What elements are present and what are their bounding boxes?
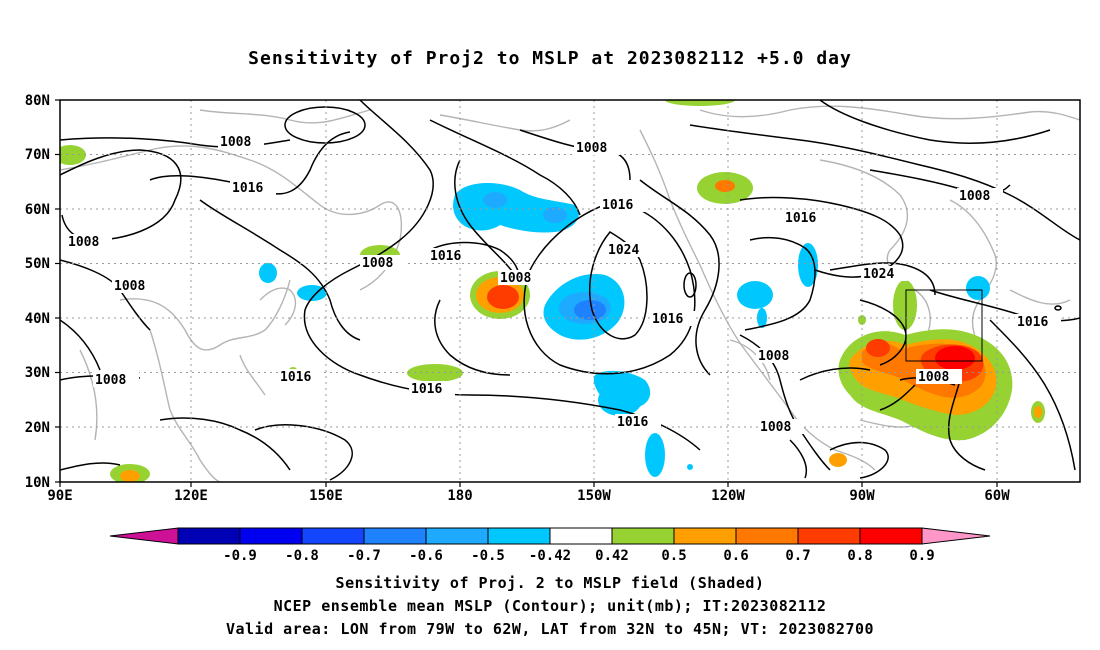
colorbar-label: -0.5 — [471, 548, 505, 564]
colorbar-cell — [611, 527, 675, 545]
contour-label: 1008 — [500, 271, 531, 286]
chart-title: Sensitivity of Proj2 to MSLP at 20230821… — [248, 48, 852, 69]
footer-line-shading: Sensitivity of Proj. 2 to MSLP field (Sh… — [335, 574, 765, 592]
colorbar-label: 0.6 — [723, 548, 748, 564]
contour-label: 1008 — [114, 279, 145, 294]
contour-label: 1024 — [608, 243, 639, 258]
lat-label: 40N — [25, 311, 50, 327]
colorbar-lower-extension — [109, 527, 179, 545]
longitude-labels: 90E 120E 150E 180 150W 120W 90W 60W — [47, 488, 1010, 504]
colorbar-cell — [239, 527, 303, 545]
contour-label: 1016 — [430, 249, 461, 264]
colorbar-label: 0.42 — [595, 548, 629, 564]
colorbar-cell — [859, 527, 923, 545]
colorbar-label: 0.9 — [909, 548, 934, 564]
latitude-labels: 80N 70N 60N 50N 40N 30N 20N 10N — [25, 93, 50, 491]
lon-label: 90W — [849, 488, 875, 504]
lat-label: 30N — [25, 365, 50, 381]
colorbar-label: -0.6 — [409, 548, 443, 564]
colorbar-label: -0.9 — [223, 548, 257, 564]
contour-label: 1008 — [220, 135, 251, 150]
lat-label: 60N — [25, 202, 50, 218]
colorbar: -0.9 -0.8 -0.7 -0.6 -0.5 -0.42 0.42 0.5 0.6 0.7 0.… — [109, 527, 991, 564]
contour-label: 1016 — [1017, 315, 1048, 330]
colorbar-cell — [735, 527, 799, 545]
contour-label: 1008 — [959, 189, 990, 204]
colorbar-cell — [673, 527, 737, 545]
colorbar-cell — [301, 527, 365, 545]
lon-label: 90E — [47, 488, 72, 504]
valid-area-box — [905, 289, 983, 362]
lat-label: 80N — [25, 93, 50, 109]
colorbar-label: 0.8 — [847, 548, 872, 564]
colorbar-cell — [487, 527, 551, 545]
colorbar-upper-extension — [921, 527, 991, 545]
colorbar-label: 0.5 — [661, 548, 686, 564]
contour-label: 1016 — [411, 382, 442, 397]
contour-label: 1008 — [95, 373, 126, 388]
footer-line-contour: NCEP ensemble mean MSLP (Contour); unit(… — [273, 597, 827, 615]
lat-label: 20N — [25, 420, 50, 436]
lon-label: 120W — [711, 488, 745, 504]
lon-label: 60W — [984, 488, 1010, 504]
contour-label: 1016 — [617, 415, 648, 430]
plot-frame — [59, 99, 1081, 483]
contour-label: 1008 — [362, 256, 393, 271]
lon-label: 150E — [309, 488, 343, 504]
contour-label: 1016 — [232, 181, 263, 196]
lat-label: 10N — [25, 475, 50, 491]
contour-label: 1024 — [863, 267, 894, 282]
colorbar-cell — [797, 527, 861, 545]
footer-line-valid-area: Valid area: LON from 79W to 62W, LAT fro… — [225, 620, 875, 638]
colorbar-cell — [177, 527, 241, 545]
contour-label: 1008 — [68, 235, 99, 250]
colorbar-label: -0.8 — [285, 548, 319, 564]
mslp-contours — [60, 100, 1080, 481]
lon-label: 180 — [447, 488, 472, 504]
lon-label: 120E — [174, 488, 208, 504]
colorbar-label: 0.7 — [785, 548, 810, 564]
colorbar-label: -0.42 — [529, 548, 571, 564]
lon-label: 150W — [577, 488, 611, 504]
tick-marks — [55, 99, 998, 487]
contour-label: 1008 — [760, 420, 791, 435]
grid-lines — [60, 100, 1080, 482]
colorbar-cell — [425, 527, 489, 545]
colorbar-label: -0.7 — [347, 548, 381, 564]
contour-label: 1008 — [918, 370, 949, 385]
contour-label: 1016 — [602, 198, 633, 213]
lat-label: 50N — [25, 256, 50, 272]
contour-label: 1008 — [576, 141, 607, 156]
contour-labels: 1008 1016 1008 1008 1008 1016 1008 1016 … — [66, 134, 1061, 435]
colorbar-cell — [363, 527, 427, 545]
contour-label: 1008 — [758, 349, 789, 364]
lat-label: 70N — [25, 147, 50, 163]
colorbar-cell — [549, 527, 613, 545]
sensitivity-map: 1008 1016 1008 1008 1008 1016 1008 1016 … — [25, 93, 1081, 564]
contour-label: 1016 — [652, 312, 683, 327]
contour-label: 1016 — [280, 370, 311, 385]
contour-label: 1016 — [785, 211, 816, 226]
